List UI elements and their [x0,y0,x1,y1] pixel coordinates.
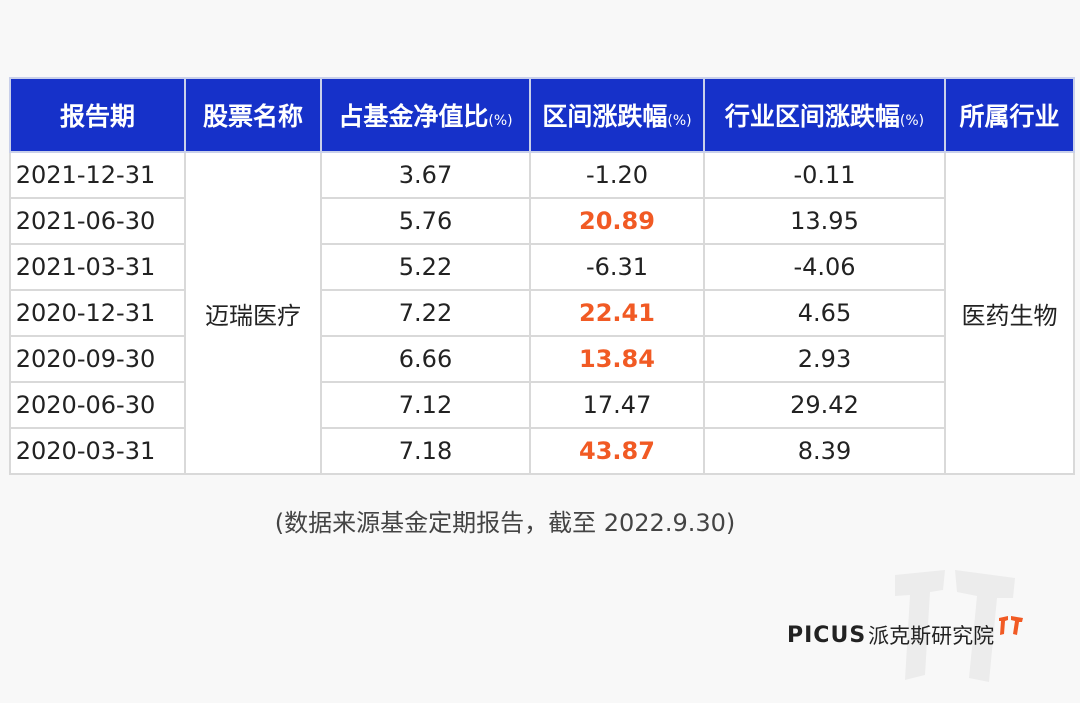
cell-period: 2020-12-31 [9,289,186,337]
cell-industry-change: 2.93 [703,335,946,383]
table-header-row: 报告期 股票名称 占基金净值比(%) 区间涨跌幅(%) 行业区间涨跌幅(%) 所… [9,77,1075,153]
cell-nav-ratio: 7.12 [320,381,531,429]
brand-logo: PICUS 派克斯研究院 [787,616,1026,650]
cell-nav-ratio: 3.67 [320,151,531,199]
cell-change: 43.87 [529,427,705,475]
table-row: 2020-06-30 7.12 17.47 29.42 [9,381,1074,429]
cell-industry-change: -4.06 [703,243,946,291]
table-row: 2021-06-30 5.76 20.89 13.95 [9,197,1074,245]
cell-period: 2021-12-31 [9,151,186,199]
cell-change: 13.84 [529,335,705,383]
cell-industry-change: 8.39 [703,427,946,475]
cell-industry: 医药生物 [944,151,1075,475]
cell-industry-change: 4.65 [703,289,946,337]
cell-change: 17.47 [529,381,705,429]
brand-name: PICUS [787,622,867,648]
cell-period: 2021-06-30 [9,197,186,245]
cell-stock-name: 迈瑞医疗 [184,151,322,475]
table-row: 2020-03-31 7.18 43.87 8.39 [9,427,1074,475]
header-nav-ratio: 占基金净值比(%) [320,77,531,153]
table-row: 2020-09-30 6.66 13.84 2.93 [9,335,1074,383]
header-industry-change: 行业区间涨跌幅(%) [703,77,946,153]
cell-period: 2020-06-30 [9,381,186,429]
cell-industry-change: -0.11 [703,151,946,199]
cell-period: 2020-03-31 [9,427,186,475]
table-row: 2020-12-31 7.22 22.41 4.65 [9,289,1074,337]
holdings-table: 报告期 股票名称 占基金净值比(%) 区间涨跌幅(%) 行业区间涨跌幅(%) 所… [9,77,1075,475]
cell-period: 2020-09-30 [9,335,186,383]
cell-nav-ratio: 6.66 [320,335,531,383]
cell-industry-change: 29.42 [703,381,946,429]
cell-change: -1.20 [529,151,705,199]
table-row: 2021-03-31 5.22 -6.31 -4.06 [9,243,1074,291]
table-row: 2021-12-31 迈瑞医疗 3.67 -1.20 -0.11 医药生物 [9,151,1075,475]
org-name: 派克斯研究院 [868,624,995,648]
cell-change: -6.31 [529,243,705,291]
cell-nav-ratio: 7.18 [320,427,531,475]
header-stock-name: 股票名称 [184,77,322,153]
cell-period: 2021-03-31 [9,243,186,291]
brand-mark-icon [999,616,1024,635]
cell-change: 20.89 [529,197,705,245]
cell-industry-change: 13.95 [703,197,946,245]
header-change: 区间涨跌幅(%) [529,77,705,153]
cell-nav-ratio: 7.22 [320,289,531,337]
cell-nav-ratio: 5.76 [320,197,531,245]
cell-change: 22.41 [529,289,705,337]
cell-nav-ratio: 5.22 [320,243,531,291]
source-note: (数据来源基金定期报告，截至 2022.9.30) [274,509,736,537]
header-period: 报告期 [9,77,186,153]
header-industry: 所属行业 [944,77,1075,153]
logo-watermark-icon [895,570,1015,682]
